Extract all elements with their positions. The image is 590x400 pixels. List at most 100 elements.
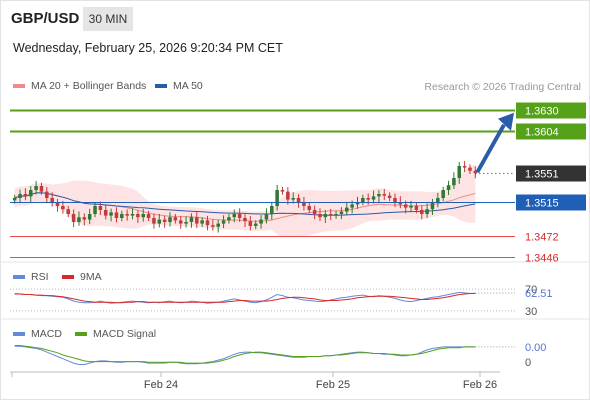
candle-body [296,198,301,202]
candle-body [136,214,140,218]
candle-body [355,202,360,205]
candle-body [253,223,258,226]
candle-body [345,207,349,212]
legend-ma20-label: MA 20 + Bollinger Bands [31,80,147,92]
pivot-label: 1.3515 [525,198,559,210]
candle-body [430,202,435,210]
ma20-swatch [13,84,25,89]
candle-body [307,206,312,210]
candle-body [334,214,338,216]
rsi-ma-swatch [62,275,74,280]
legend-macd-signal-label: MACD Signal [93,328,157,340]
candle-body [141,214,145,218]
candle-body [66,209,71,214]
macd-signal-swatch [75,332,87,337]
candle-body [168,217,172,222]
macd-line [14,345,476,365]
candle-body [280,190,285,192]
candle-body [61,206,65,210]
candle-body [377,194,381,197]
candle-body [275,190,279,206]
candle-body [468,167,472,171]
rsi-swatch [13,275,25,280]
candle-body [93,206,97,214]
candle-body [227,217,231,221]
candle-body [146,214,151,218]
support-label: 1.3446 [525,253,559,265]
legend-macd-signal: MACD Signal [75,328,156,340]
ma50-line [14,192,476,216]
macd-last-label: 0.00 [525,342,546,354]
candle-body [323,214,328,218]
rsi-ma-line [14,293,476,304]
candle-body [366,198,370,200]
timeframe-badge[interactable]: 30 MIN [83,7,133,31]
candle-body [243,218,247,222]
candle-body [211,225,215,227]
candle-body [232,214,237,218]
candle-body [152,218,156,224]
candle-body [436,198,440,203]
legend-ma50: MA 50 [155,80,203,92]
candle-body [441,190,445,198]
rsi-level-label: 70 [525,284,537,296]
forecast-arrow [475,123,506,174]
candle-body [398,202,403,205]
macd-swatch [13,332,25,337]
rsi-level-label: 30 [525,306,537,318]
candle-body [409,206,413,208]
resistance-label: 1.3604 [525,127,559,139]
candle-body [291,198,295,200]
candle-body [23,194,28,197]
candle-body [120,214,124,218]
bollinger-band [14,164,476,238]
candle-body [302,202,306,206]
candle-body [473,170,478,174]
candle-body [77,217,81,222]
candle-body [195,217,199,224]
support-label: 1.3472 [525,232,559,244]
candle-body [34,186,38,190]
candle-body [12,198,17,201]
candle-body [312,210,317,214]
rsi-last-label: 62.51 [525,288,553,300]
candle-body [318,214,322,218]
resistance-label-box [516,102,586,119]
macd-signal-line [14,345,476,364]
legend-rsi-ma-label: 9MA [80,271,102,283]
candle-body [419,210,424,214]
candle-body [446,185,451,190]
candle-body [264,214,269,220]
candle-body [39,186,44,192]
legend-rsi: RSI [13,271,49,283]
legend-macd-label: MACD [31,328,62,340]
candle-body [157,219,162,224]
candle-body [328,214,333,216]
current-price-box [516,165,586,182]
candle-body [382,194,387,196]
legend-macd: MACD [13,328,62,340]
candle-body [55,202,60,206]
x-tick-label: Feb 26 [463,379,497,391]
datetime-label: Wednesday, February 25, 2026 9:20:34 PM … [13,41,283,55]
candle-body [103,210,108,216]
candle-body [71,214,76,222]
candle-body [178,220,183,224]
macd-zero-label: 0 [525,357,531,369]
instrument-title: GBP/USD [11,10,80,27]
pivot-label-box [516,194,586,211]
legend-ma20-bb: MA 20 + Bollinger Bands [13,80,146,92]
candle-body [109,212,113,216]
candle-body [221,220,226,224]
candle-body [200,220,204,224]
current-price-label: 1.3551 [525,169,559,181]
x-tick-label: Feb 24 [144,379,178,391]
candle-body [259,219,263,224]
legend-rsi-ma: 9MA [62,271,102,283]
candle-body [371,196,376,200]
candle-body [361,198,365,202]
candle-body [87,214,92,220]
candle-body [28,190,33,197]
candle-body [130,214,135,216]
candle-body [286,191,290,200]
